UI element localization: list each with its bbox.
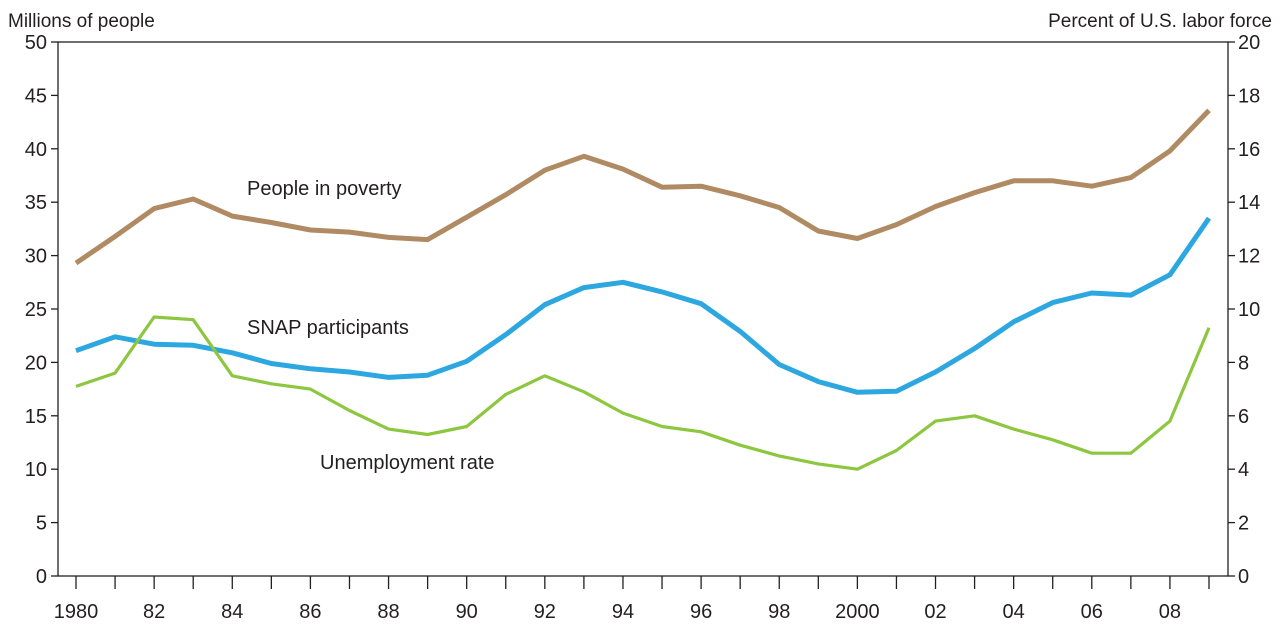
- series-label-unemployment: Unemployment rate: [320, 452, 495, 474]
- unemployment-line: [75, 315, 1211, 471]
- right-tick-label: 18: [1238, 85, 1260, 107]
- x-tick-label: 06: [1081, 601, 1103, 623]
- right-tick-label: 16: [1238, 139, 1260, 161]
- right-tick-label: 6: [1238, 406, 1249, 428]
- left-tick-label: 5: [36, 513, 47, 535]
- x-tick-label: 1980: [54, 601, 99, 623]
- left-tick-label: 40: [25, 139, 47, 161]
- right-tick-label: 8: [1238, 352, 1249, 374]
- left-tick-label: 30: [25, 246, 47, 268]
- left-tick-label: 15: [25, 406, 47, 428]
- left-tick-label: 20: [25, 352, 47, 374]
- right-tick-label: 20: [1238, 32, 1260, 54]
- left-axis: 0 5 10 15 20 25 30 35 40 45 50: [25, 32, 58, 588]
- right-axis: 0 2 4 6 8 10 12 14 16 18 20: [1228, 32, 1260, 588]
- series-label-snap: SNAP participants: [247, 317, 409, 339]
- plot-frame: [57, 41, 1229, 577]
- left-axis-title: Millions of people: [8, 11, 155, 32]
- plot-border: [57, 41, 1229, 577]
- x-axis: 1980 82 84 86 88 90 92 94 96 98 2000 02 04 06 08: [54, 576, 1210, 623]
- x-tick-label: 82: [143, 601, 165, 623]
- x-tick-label: 94: [612, 601, 634, 623]
- x-tick-label: 90: [456, 601, 478, 623]
- x-tick-label: 08: [1159, 601, 1181, 623]
- left-tick-label: 50: [25, 32, 47, 54]
- left-tick-label: 0: [36, 566, 47, 588]
- right-tick-label: 4: [1238, 459, 1249, 481]
- x-tick-label: 2000: [835, 601, 880, 623]
- x-tick-label: 88: [377, 601, 399, 623]
- right-tick-label: 12: [1238, 246, 1260, 268]
- x-tick-label: 04: [1003, 601, 1025, 623]
- x-tick-label: 98: [768, 601, 790, 623]
- poverty-line: [74, 108, 1211, 266]
- snap-line: [75, 216, 1212, 395]
- right-tick-label: 14: [1238, 192, 1260, 214]
- series-label-poverty: People in poverty: [247, 178, 402, 200]
- right-tick-label: 2: [1238, 513, 1249, 535]
- x-tick-label: 02: [924, 601, 946, 623]
- x-tick-label: 86: [299, 601, 321, 623]
- x-tick-label: 96: [690, 601, 712, 623]
- right-axis-title: Percent of U.S. labor force: [1048, 11, 1272, 32]
- x-tick-label: 92: [534, 601, 556, 623]
- series-layer: [74, 108, 1212, 471]
- left-tick-label: 25: [25, 299, 47, 321]
- left-tick-label: 35: [25, 192, 47, 214]
- right-tick-label: 10: [1238, 299, 1260, 321]
- right-tick-label: 0: [1238, 566, 1249, 588]
- left-tick-label: 10: [25, 459, 47, 481]
- x-tick-label: 84: [221, 601, 243, 623]
- left-tick-label: 45: [25, 85, 47, 107]
